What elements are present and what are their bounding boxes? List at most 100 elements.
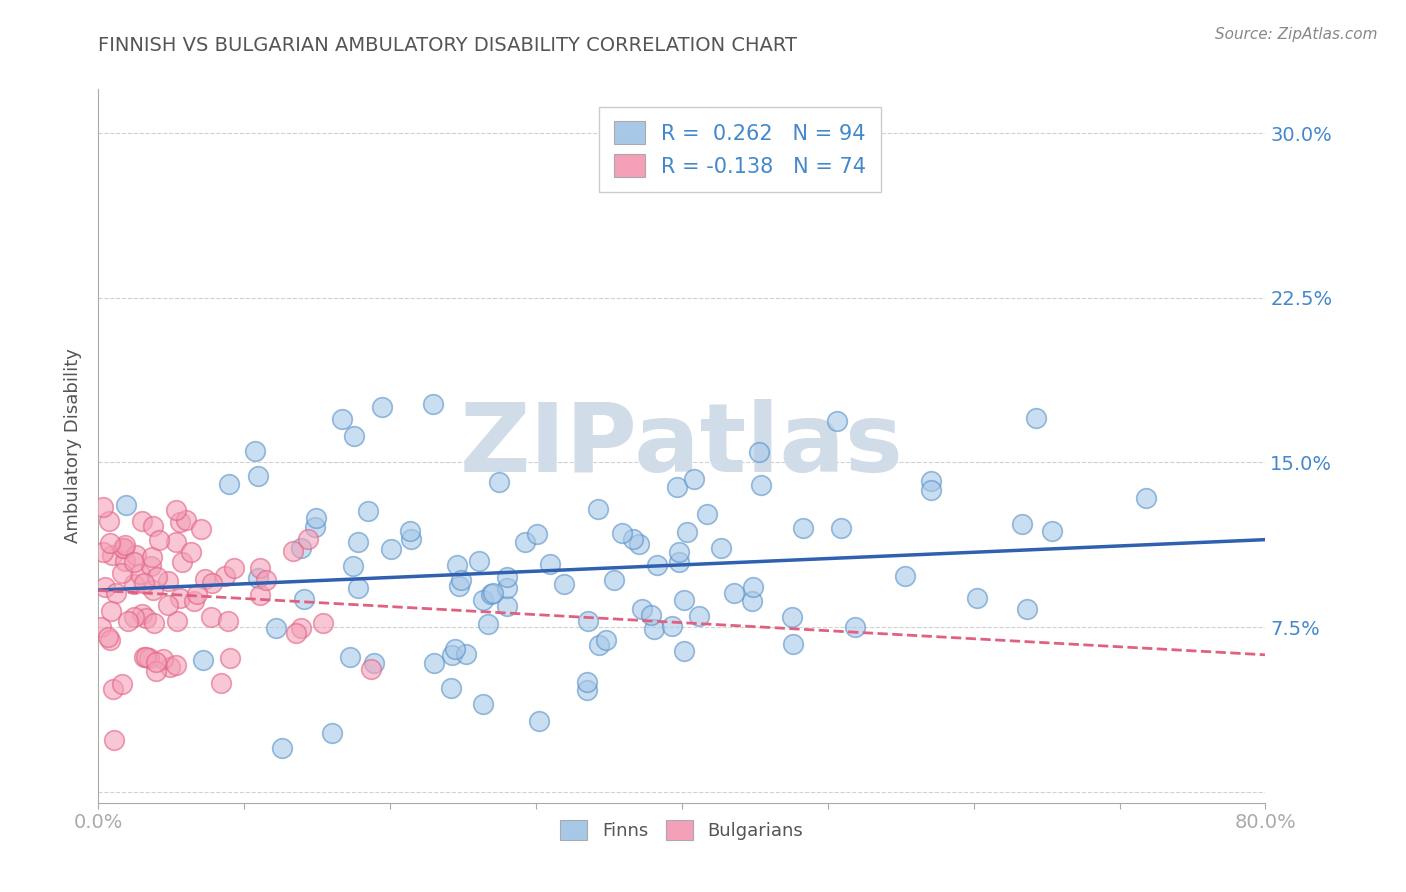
Text: Source: ZipAtlas.com: Source: ZipAtlas.com	[1215, 27, 1378, 42]
Point	[254, 574, 277, 588]
Point	[710, 541, 733, 555]
Point	[844, 620, 866, 634]
Point	[640, 607, 662, 622]
Point	[249, 561, 271, 575]
Point	[371, 400, 394, 414]
Y-axis label: Ambulatory Disability: Ambulatory Disability	[65, 349, 83, 543]
Point	[748, 445, 770, 459]
Point	[174, 513, 197, 527]
Point	[447, 579, 470, 593]
Point	[330, 412, 353, 426]
Text: ZIPatlas: ZIPatlas	[460, 400, 904, 492]
Point	[98, 514, 121, 528]
Point	[749, 478, 772, 492]
Point	[122, 577, 145, 591]
Point	[526, 527, 548, 541]
Point	[305, 511, 328, 525]
Point	[688, 609, 710, 624]
Point	[1042, 524, 1064, 538]
Point	[360, 661, 382, 675]
Point	[191, 653, 214, 667]
Point	[1025, 410, 1047, 425]
Point	[496, 570, 519, 584]
Point	[588, 638, 610, 652]
Point	[1135, 491, 1157, 505]
Point	[138, 651, 160, 665]
Point	[114, 537, 136, 551]
Point	[145, 655, 167, 669]
Point	[131, 514, 153, 528]
Point	[143, 615, 166, 630]
Point	[312, 615, 335, 630]
Point	[249, 589, 271, 603]
Point	[271, 740, 294, 755]
Point	[586, 502, 609, 516]
Point	[111, 677, 134, 691]
Point	[467, 554, 489, 568]
Point	[893, 569, 915, 583]
Point	[186, 587, 208, 601]
Point	[513, 535, 536, 549]
Point	[496, 581, 519, 595]
Point	[576, 682, 599, 697]
Point	[246, 571, 269, 585]
Point	[676, 525, 699, 540]
Point	[661, 619, 683, 633]
Point	[673, 643, 696, 657]
Point	[183, 594, 205, 608]
Point	[321, 725, 343, 739]
Point	[201, 575, 224, 590]
Point	[152, 651, 174, 665]
Point	[180, 545, 202, 559]
Point	[1017, 601, 1039, 615]
Point	[214, 569, 236, 583]
Point	[538, 557, 561, 571]
Point	[446, 558, 468, 572]
Point	[292, 592, 315, 607]
Point	[142, 519, 165, 533]
Point	[165, 535, 187, 549]
Point	[553, 577, 575, 591]
Point	[97, 630, 120, 644]
Point	[792, 521, 814, 535]
Point	[290, 621, 312, 635]
Point	[93, 500, 115, 514]
Point	[496, 599, 519, 614]
Point	[782, 637, 804, 651]
Point	[627, 537, 650, 551]
Point	[124, 555, 146, 569]
Point	[630, 602, 652, 616]
Point	[441, 648, 464, 662]
Point	[342, 559, 364, 574]
Point	[479, 587, 502, 601]
Point	[423, 656, 446, 670]
Point	[283, 544, 305, 558]
Point	[477, 616, 499, 631]
Point	[110, 566, 132, 580]
Point	[145, 664, 167, 678]
Point	[90, 620, 112, 634]
Point	[576, 614, 599, 628]
Point	[172, 555, 194, 569]
Point	[165, 503, 187, 517]
Point	[98, 536, 121, 550]
Point	[117, 615, 139, 629]
Point	[668, 545, 690, 559]
Point	[610, 525, 633, 540]
Point	[482, 585, 505, 599]
Point	[621, 532, 644, 546]
Point	[472, 698, 495, 712]
Point	[112, 541, 135, 556]
Point	[672, 593, 695, 607]
Point	[825, 414, 848, 428]
Point	[219, 651, 242, 665]
Point	[190, 522, 212, 536]
Point	[141, 549, 163, 564]
Point	[339, 649, 361, 664]
Point	[103, 733, 125, 747]
Point	[91, 544, 114, 558]
Point	[148, 533, 170, 548]
Point	[603, 573, 626, 587]
Point	[440, 681, 463, 695]
Point	[488, 475, 510, 489]
